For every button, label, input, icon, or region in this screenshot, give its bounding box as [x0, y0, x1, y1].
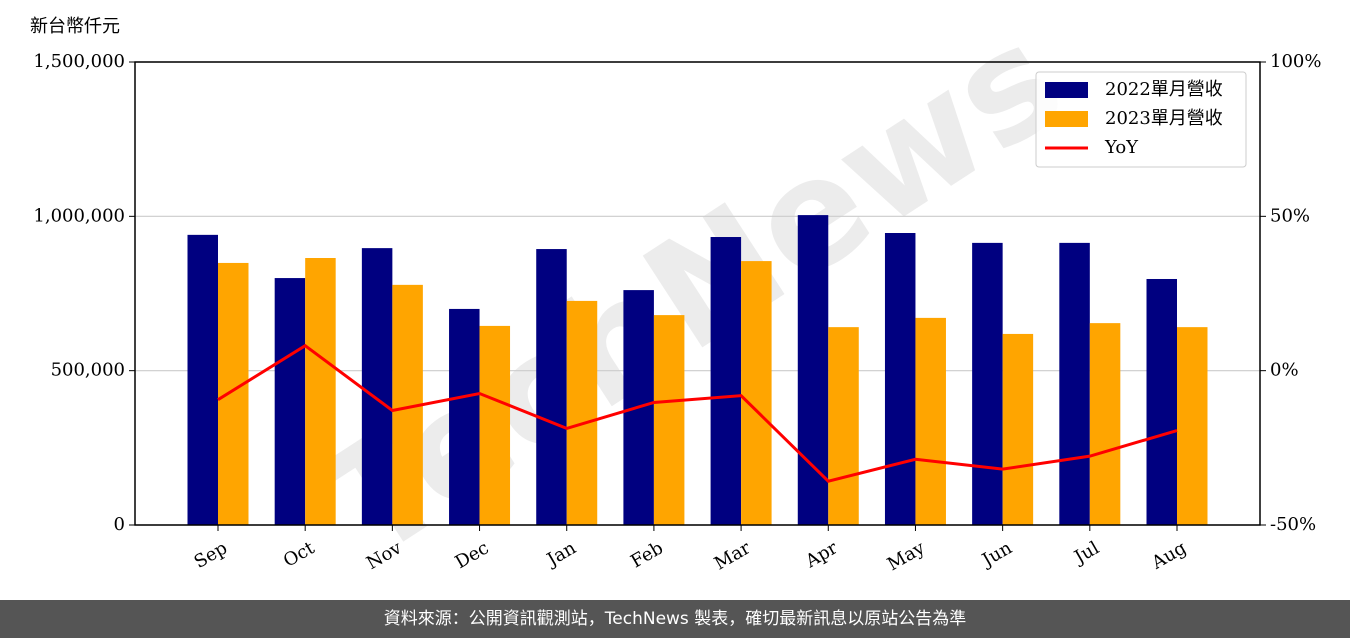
bar [305, 258, 336, 525]
bar [741, 261, 772, 525]
bar [479, 325, 511, 525]
bar [1002, 333, 1034, 525]
legend-swatch [1045, 82, 1088, 98]
bar [653, 315, 685, 525]
legend-label: 2023單月營收 [1105, 108, 1223, 129]
y-tick-label: 0 [114, 514, 125, 535]
bar [187, 234, 218, 525]
legend-label: YoY [1104, 137, 1139, 158]
y-tick-label: 1,500,000 [33, 51, 125, 72]
bar [536, 249, 567, 525]
bar [218, 262, 249, 525]
x-tick-label: Jan [542, 537, 580, 571]
y-tick-label: 500,000 [51, 360, 125, 381]
x-tick-label: Apr [801, 537, 841, 572]
x-tick-label: Sep [191, 537, 231, 572]
bar [1146, 278, 1177, 525]
bar [274, 278, 306, 525]
legend: 2022單月營收 2023單月營收 YoY [1035, 71, 1247, 168]
x-tick-label: Oct [280, 537, 319, 572]
y2-tick-label: 0% [1270, 360, 1299, 381]
line [217, 343, 1178, 483]
y2-tick-label: -50% [1270, 514, 1316, 535]
bar [972, 242, 1003, 525]
legend-swatch [1045, 111, 1088, 127]
y2-tick-label: 50% [1270, 205, 1310, 226]
footer: 資料來源：公開資訊觀測站，TechNews 製表，確切最新訊息以原站公告為準 [0, 600, 1350, 638]
bar [1089, 323, 1121, 525]
plot-frame [134, 61, 1261, 526]
x-tick-label: Feb [627, 537, 667, 572]
bar [566, 300, 598, 525]
x-tick-label: Jul [1069, 537, 1103, 569]
bar [361, 248, 393, 525]
y2-tick-label: 100% [1270, 51, 1321, 72]
bar [828, 327, 859, 525]
y-tick-label: 1,000,000 [33, 205, 125, 226]
x-tick-label: Aug [1147, 537, 1190, 574]
chart: 新台幣仟元 TechNews 0500,0001,000,0001,500,00… [30, 0, 1321, 592]
bar [710, 237, 742, 525]
bar [884, 233, 916, 525]
bar [1177, 327, 1208, 525]
x-tick-label: Jun [977, 537, 1016, 572]
bar [1059, 242, 1090, 525]
legend-box [1035, 71, 1247, 168]
bar [797, 215, 829, 525]
x-tick-label: May [884, 537, 929, 575]
y-axis-label: 新台幣仟元 [30, 16, 120, 37]
bar [915, 317, 946, 525]
bar [449, 308, 480, 525]
x-tick-label: Mar [711, 537, 755, 574]
legend-label: 2022單月營收 [1105, 79, 1223, 100]
